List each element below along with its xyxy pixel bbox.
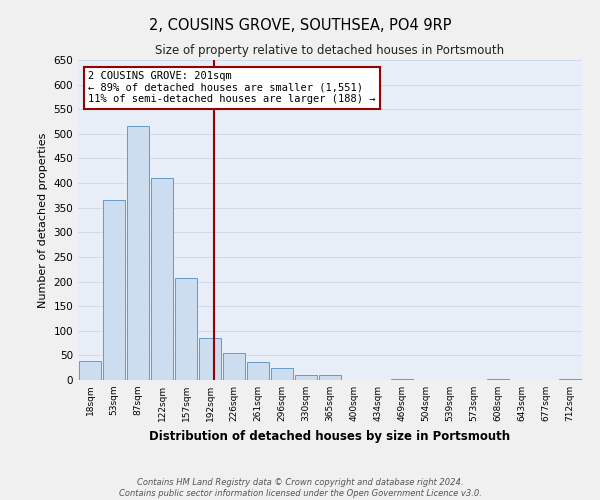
- Bar: [559, 379, 581, 380]
- Y-axis label: Number of detached properties: Number of detached properties: [38, 132, 48, 308]
- Text: 2, COUSINS GROVE, SOUTHSEA, PO4 9RP: 2, COUSINS GROVE, SOUTHSEA, PO4 9RP: [149, 18, 451, 32]
- Bar: [127, 126, 149, 380]
- Bar: [487, 379, 509, 380]
- X-axis label: Distribution of detached houses by size in Portsmouth: Distribution of detached houses by size …: [149, 430, 511, 442]
- Bar: [391, 379, 413, 380]
- Bar: [79, 362, 101, 380]
- Text: Contains HM Land Registry data © Crown copyright and database right 2024.
Contai: Contains HM Land Registry data © Crown c…: [119, 478, 481, 498]
- Bar: [151, 178, 173, 380]
- Title: Size of property relative to detached houses in Portsmouth: Size of property relative to detached ho…: [155, 44, 505, 58]
- Bar: [103, 200, 125, 380]
- Bar: [223, 353, 245, 380]
- Bar: [247, 362, 269, 380]
- Bar: [199, 338, 221, 380]
- Bar: [271, 368, 293, 380]
- Text: 2 COUSINS GROVE: 201sqm
← 89% of detached houses are smaller (1,551)
11% of semi: 2 COUSINS GROVE: 201sqm ← 89% of detache…: [88, 71, 376, 104]
- Bar: [295, 375, 317, 380]
- Bar: [175, 278, 197, 380]
- Bar: [319, 375, 341, 380]
